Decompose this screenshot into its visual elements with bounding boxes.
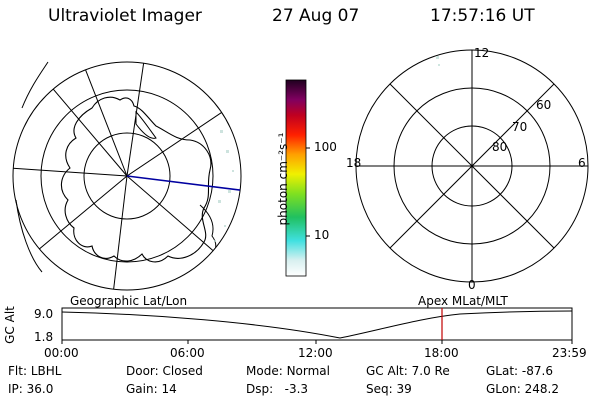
outer-arc-1 <box>21 61 49 109</box>
outer-arc-2 <box>15 199 43 273</box>
altitude-curve <box>61 310 573 339</box>
colorbar-tick-label-100: 100 <box>314 140 337 154</box>
y-tick-9: 9.0 <box>34 307 54 321</box>
geographic-map <box>12 61 242 291</box>
coast-fragment <box>29 62 61 81</box>
mlt-speckles <box>436 56 440 66</box>
info-flt: Flt: LBHL <box>8 364 62 378</box>
mlt-label-6: 6 <box>578 156 586 170</box>
x-tick-1200: 12:00 <box>298 346 333 360</box>
x-tick-0000: 00:00 <box>44 346 79 360</box>
colorbar <box>285 79 307 277</box>
coast-detail <box>135 110 157 139</box>
info-gain: Gain: 14 <box>126 382 177 396</box>
info-seq: Seq: 39 <box>366 382 412 396</box>
mlt-label-12: 12 <box>474 46 490 60</box>
meridians <box>13 62 241 290</box>
apex-title: Apex MLat/MLT <box>418 294 508 308</box>
lat-label-60: 60 <box>536 98 552 112</box>
lat-circle-inner <box>83 132 171 220</box>
mlt-polar-plot <box>355 49 589 283</box>
mlt-diagonal-2 <box>389 83 555 249</box>
map-outer-ring <box>12 61 242 291</box>
info-ip: IP: 36.0 <box>8 382 54 396</box>
info-gc-alt: GC Alt: 7.0 Re <box>366 364 450 378</box>
date-label: 27 Aug 07 <box>272 6 360 26</box>
gc-alt-axis-label: GC Alt <box>3 306 17 344</box>
altitude-panel <box>61 307 573 344</box>
colorbar-unit-label: photon cm⁻²s⁻¹ <box>276 132 290 226</box>
time-label: 17:57:16 UT <box>430 6 535 26</box>
info-dsp: Dsp: -3.3 <box>246 382 309 396</box>
info-glon: GLon: 248.2 <box>486 382 559 396</box>
info-door: Door: Closed <box>126 364 203 378</box>
colorbar-tick-label-10: 10 <box>314 228 330 242</box>
x-tick-0600: 06:00 <box>170 346 205 360</box>
lat-label-80: 80 <box>492 140 508 154</box>
info-mode: Mode: Normal <box>246 364 330 378</box>
geographic-title: Geographic Lat/Lon <box>70 294 188 308</box>
lat-circle-middle <box>40 89 214 263</box>
altitude-x-ticks <box>61 340 573 344</box>
track-line <box>126 175 241 192</box>
mlt-label-18: 18 <box>346 156 362 170</box>
x-tick-1800: 18:00 <box>424 346 459 360</box>
y-tick-1-8: 1.8 <box>34 330 54 344</box>
mlt-label-0: 0 <box>468 278 476 292</box>
x-tick-2359: 23:59 <box>552 346 587 360</box>
continent-outline <box>60 96 212 263</box>
altitude-frame <box>61 307 573 341</box>
aurora-speckles <box>214 130 239 242</box>
lat-label-70: 70 <box>512 120 528 134</box>
instrument-title: Ultraviolet Imager <box>48 6 202 26</box>
info-glat: GLat: -87.6 <box>486 364 553 378</box>
